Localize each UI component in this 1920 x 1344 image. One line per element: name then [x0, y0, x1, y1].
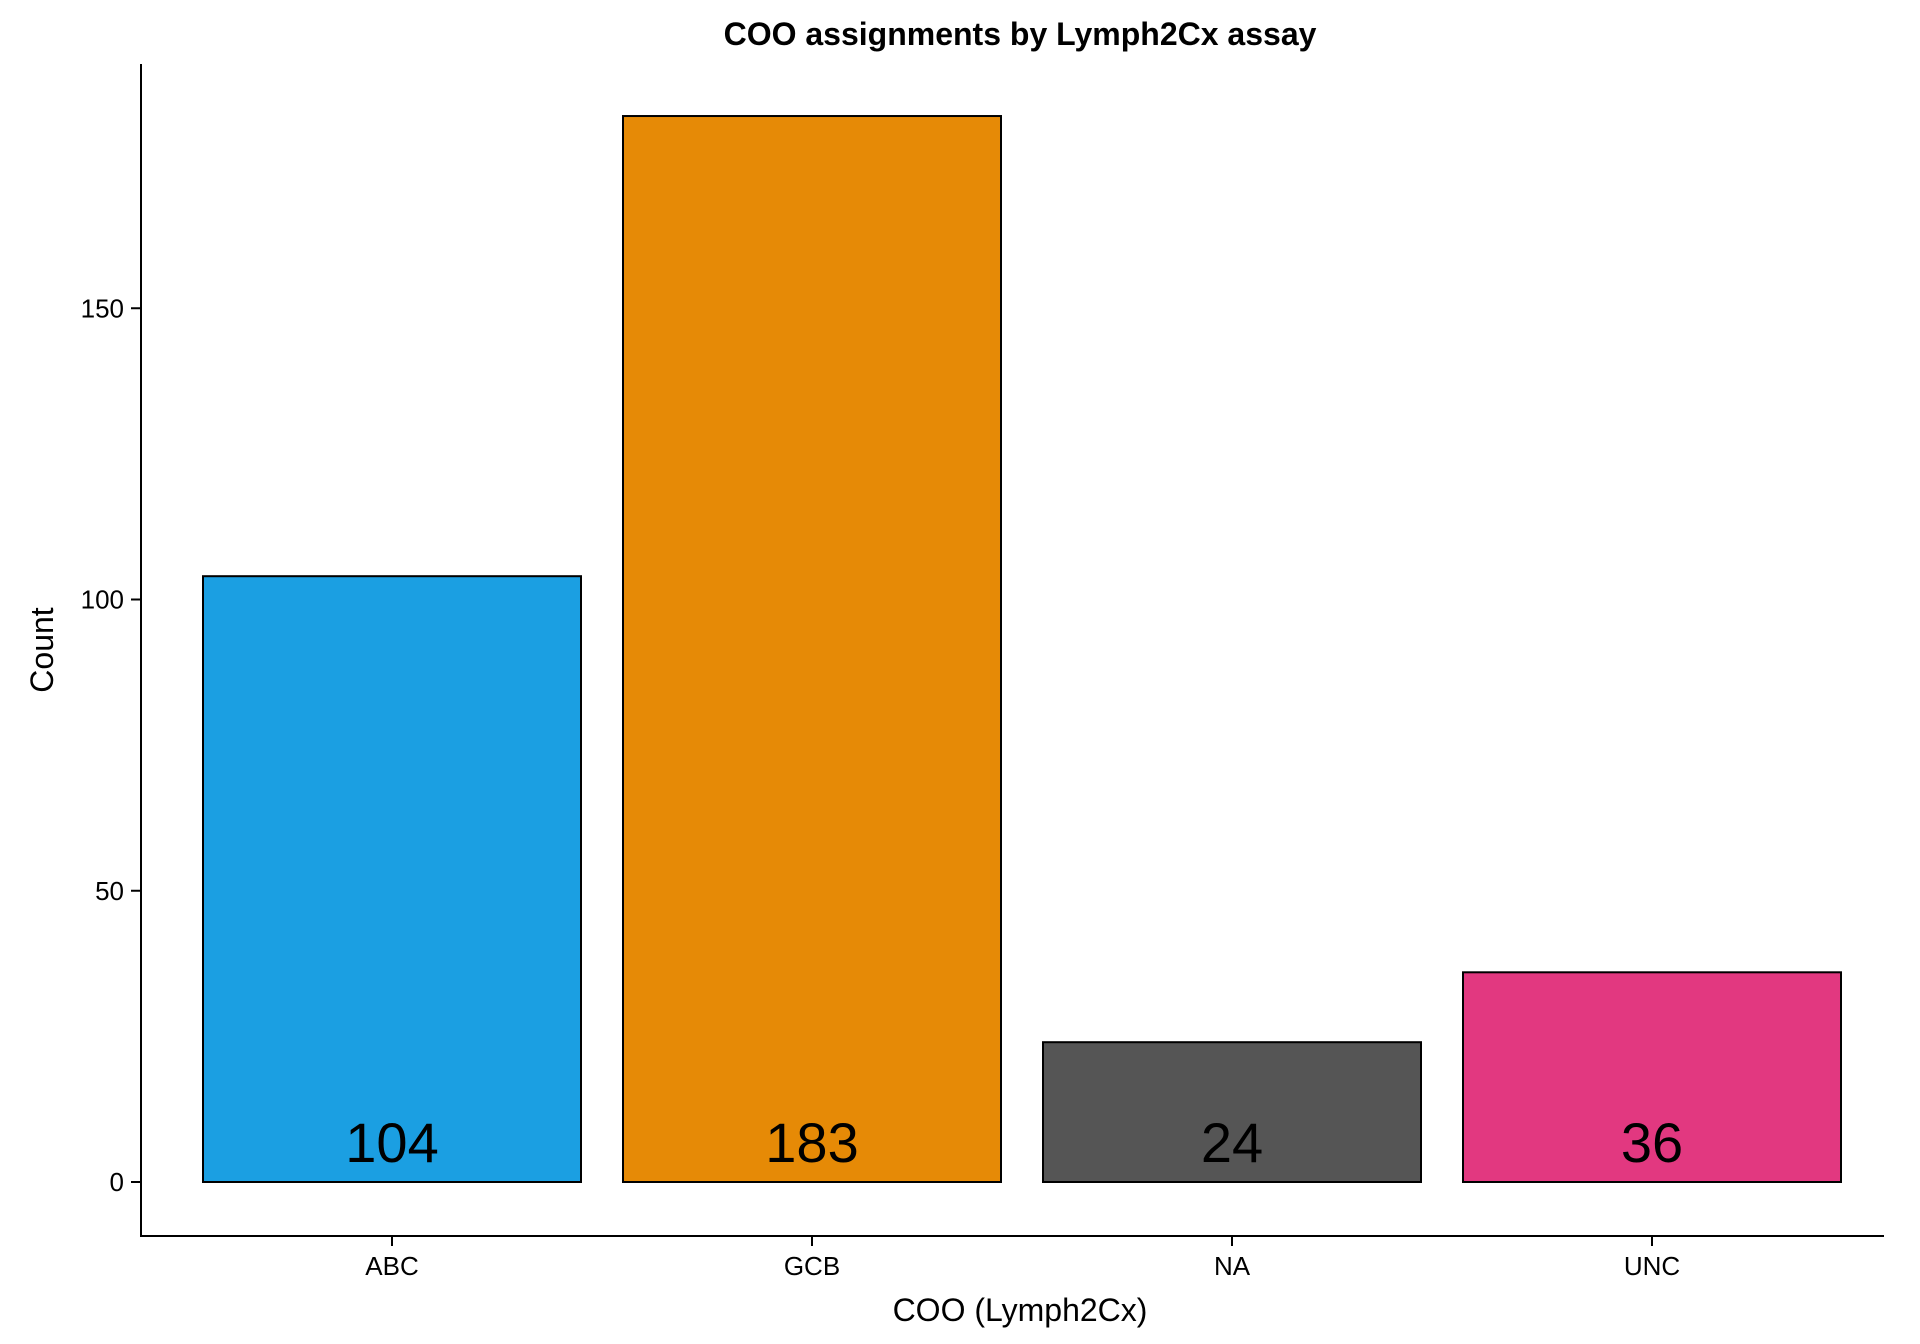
x-tick-label: GCB	[784, 1251, 840, 1281]
y-tick-label: 100	[81, 585, 124, 615]
y-tick-label: 0	[110, 1167, 124, 1197]
y-axis-label: Count	[24, 607, 60, 693]
bar-value-label: 104	[345, 1111, 438, 1174]
chart-title: COO assignments by Lymph2Cx assay	[724, 16, 1317, 52]
y-tick-label: 50	[95, 876, 124, 906]
bar-na	[1042, 1041, 1422, 1183]
plot-area: 0 50 100 150 104 ABC 183 GCB 24 NA 36 UNC	[81, 115, 1842, 1281]
bar-gcb	[622, 115, 1002, 1183]
bar-value-label: 36	[1621, 1111, 1683, 1174]
bar-abc	[202, 575, 582, 1183]
bar-value-label: 24	[1201, 1111, 1263, 1174]
x-tick-label: NA	[1214, 1251, 1251, 1281]
x-tick-label: UNC	[1624, 1251, 1680, 1281]
x-axis-label: COO (Lymph2Cx)	[893, 1292, 1148, 1328]
bar-unc	[1462, 971, 1842, 1183]
y-tick-label: 150	[81, 293, 124, 323]
x-tick-label: ABC	[365, 1251, 418, 1281]
bar-value-label: 183	[765, 1111, 858, 1174]
